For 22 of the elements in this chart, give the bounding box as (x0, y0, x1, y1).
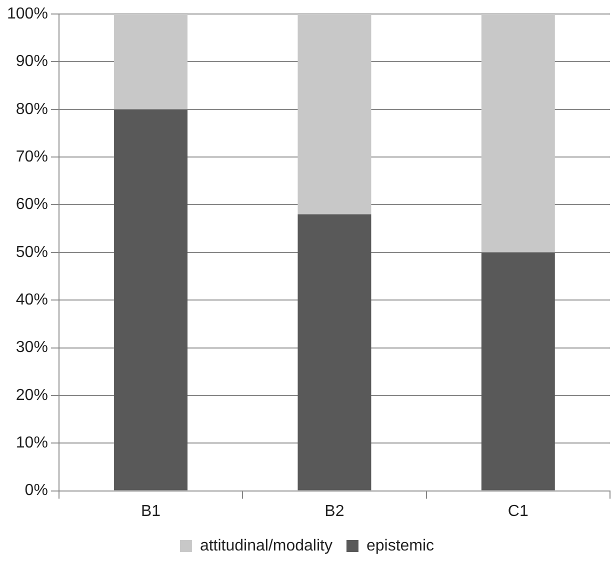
y-tick-label: 10% (16, 434, 48, 452)
bar (114, 109, 188, 490)
y-tick-label: 40% (16, 291, 48, 308)
x-tick-label: B1 (140, 502, 161, 520)
y-tick-label: 20% (16, 386, 48, 404)
y-tick-label: 50% (16, 244, 48, 261)
legend-label: attitudinal/modality (200, 537, 332, 554)
y-tick-label: 0% (24, 482, 48, 500)
y-tick-label: 80% (16, 100, 48, 118)
y-tick-label: 90% (16, 53, 48, 70)
bar (114, 14, 188, 110)
legend-label: epistemic (366, 537, 434, 554)
bar (298, 214, 372, 490)
y-tick-label: 30% (16, 339, 48, 356)
y-tick-label: 100% (7, 5, 48, 22)
bar (298, 14, 372, 214)
bar (481, 14, 555, 252)
y-tick-label: 60% (16, 196, 48, 214)
bar (481, 252, 555, 490)
x-tick-label: C1 (508, 502, 528, 520)
y-tick-label: 70% (16, 148, 48, 166)
x-tick-label: B2 (324, 502, 344, 520)
